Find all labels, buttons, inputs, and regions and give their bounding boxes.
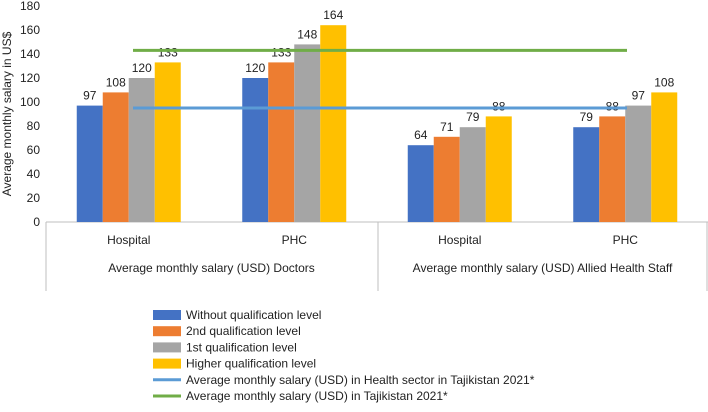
y-tick-label: 100 [20,95,40,109]
y-tick-label: 140 [20,47,40,61]
data-label: 108 [654,75,674,89]
y-tick-label: 160 [20,23,40,37]
x-category-label: Hospital [438,233,481,247]
group-label: Average monthly salary (USD) Doctors [108,261,315,275]
bar [320,25,347,223]
data-label: 133 [271,45,291,59]
legend-swatch [153,326,181,337]
legend-label: 2nd qualification level [186,324,301,338]
y-tick-label: 80 [27,119,41,133]
legend-swatch [153,310,181,320]
bar [268,62,295,223]
y-axis-label: Average monthly salary in US$ [0,31,14,196]
x-category-label: PHC [613,233,639,247]
data-label: 79 [466,110,480,124]
data-label: 120 [132,61,152,75]
y-tick-label: 60 [27,143,41,157]
y-tick-label: 20 [27,191,41,205]
x-category-label: PHC [282,233,308,247]
data-label: 164 [323,8,343,22]
legend-label: 1st qualification level [186,340,297,354]
data-label: 88 [606,99,620,113]
bar [102,92,129,223]
bar [485,116,512,222]
legend-swatch [153,342,181,353]
data-label: 64 [414,128,428,142]
data-label: 108 [106,75,126,89]
y-tick-label: 0 [33,215,40,229]
y-tick-label: 120 [20,71,40,85]
data-label: 71 [440,120,454,134]
legend-label: Higher qualification level [186,357,316,371]
legend-label: Average monthly salary (USD) in Health s… [186,373,535,387]
legend-label: Average monthly salary (USD) in Tajikist… [186,389,448,403]
bar [625,105,652,222]
bar [651,92,678,223]
data-label: 133 [158,45,178,59]
y-tick-label: 180 [20,0,40,13]
data-label: 148 [297,27,317,41]
data-label: 120 [245,61,265,75]
y-tick-label: 40 [27,167,41,181]
data-label: 79 [580,110,594,124]
bar [433,136,460,222]
data-label: 88 [492,99,506,113]
group-label: Average monthly salary (USD) Allied Heal… [413,261,673,275]
bar [294,44,321,223]
bar [242,78,269,222]
bar [407,145,434,222]
bar [459,127,486,222]
x-category-label: Hospital [107,233,150,247]
data-label: 97 [83,89,97,103]
legend-swatch [153,358,181,369]
bar [128,78,155,222]
data-label: 97 [632,89,646,103]
bar [599,116,626,222]
bar [154,62,181,223]
legend-label: Without qualification level [186,308,321,322]
bar [76,105,103,222]
bar [573,127,600,222]
